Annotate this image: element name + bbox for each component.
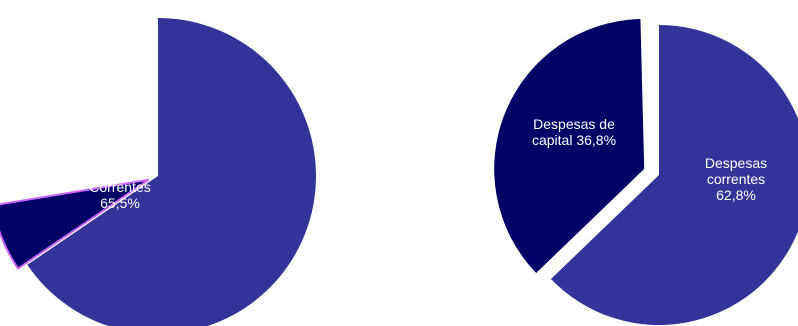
pie-slice-label-line: Correntes (89, 179, 150, 195)
pie-slice-label-2-1: Despesas correntes 62,8% (705, 155, 767, 203)
pie-slice-label-line: Despesas de (533, 116, 615, 132)
pie-slice-label-line: capital 36,8% (532, 132, 616, 148)
pie-slice-label-line: Receitas (93, 163, 147, 179)
pie-slice-label-1-2: Receitas Capital 6,9% (93, 14, 147, 62)
pie-slice-label-1-1: Receitas Correntes 65,5% (89, 163, 150, 211)
pie-chart-2: Despesas correntes 62,8% Despesas de capital… (494, 18, 798, 325)
pie-chart-1: Receitas Correntes 65,5%Receitas Capital 6,9… (0, 14, 316, 326)
pie-slice-1-1 (27, 18, 316, 326)
pie-slice-label-line: Capital (98, 30, 142, 46)
pie-slice-label-line: 62,8% (716, 187, 756, 203)
pie-slice-1-2 (0, 178, 150, 270)
pie-slice-label-line: Receitas (93, 14, 147, 30)
pie-slice-label-line: Despesas (705, 155, 767, 171)
pie-slice-label-line: 6,9% (104, 46, 136, 62)
pie-slice-label-2-2: Despesas de capital 36,8% (532, 116, 616, 148)
pie-slice-label-line: correntes (707, 171, 765, 187)
pie-slice-label-line: 65,5% (100, 195, 140, 211)
pie-slice-2-1 (550, 25, 798, 325)
pie-slice-2-2 (494, 18, 645, 273)
